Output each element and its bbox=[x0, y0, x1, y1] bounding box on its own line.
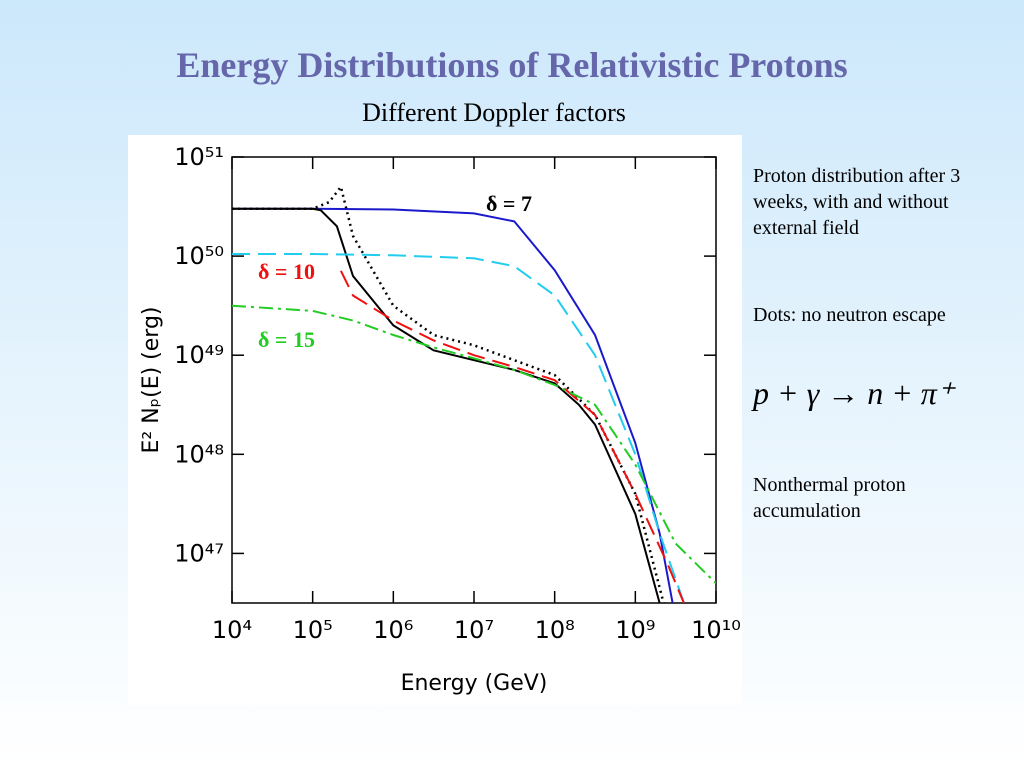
x-tick-label: 10⁵ bbox=[293, 616, 333, 644]
note: Proton distribution after 3 weeks, with … bbox=[753, 165, 961, 239]
series-line bbox=[232, 207, 674, 603]
x-tick-label: 10⁷ bbox=[454, 616, 494, 644]
series-line bbox=[232, 207, 661, 603]
y-tick-label: 10⁴⁹ bbox=[174, 341, 224, 369]
slide-subtitle: Different Doppler factors bbox=[362, 98, 626, 127]
y-axis-label: E² Nₚ(E) (erg) bbox=[139, 307, 164, 454]
series-line bbox=[232, 253, 685, 603]
series-label: δ = 7 bbox=[486, 191, 532, 216]
x-tick-label: 10¹⁰ bbox=[691, 616, 741, 644]
series-line bbox=[340, 270, 685, 603]
equation: p + γ → n + π⁺ bbox=[753, 375, 954, 411]
note: Dots: no neutron escape bbox=[753, 304, 946, 326]
note: Nonthermal proton accumulation bbox=[753, 474, 906, 522]
y-tick-label: 10⁴⁸ bbox=[174, 440, 224, 468]
y-tick-label: 10⁴⁷ bbox=[174, 539, 224, 567]
x-tick-label: 10⁴ bbox=[212, 616, 252, 644]
y-tick-label: 10⁵¹ bbox=[174, 143, 224, 171]
series-label: δ = 15 bbox=[258, 327, 315, 352]
x-tick-label: 10⁹ bbox=[615, 616, 655, 644]
series-label: δ = 10 bbox=[258, 259, 315, 284]
series-line bbox=[232, 183, 665, 603]
x-tick-label: 10⁸ bbox=[535, 616, 575, 644]
slide-title: Energy Distributions of Relativistic Pro… bbox=[176, 45, 848, 85]
plot-frame bbox=[231, 156, 717, 604]
chart-panel bbox=[128, 135, 742, 705]
x-axis-label: Energy (GeV) bbox=[401, 671, 548, 696]
x-tick-label: 10⁶ bbox=[373, 616, 413, 644]
series-line bbox=[232, 304, 716, 585]
y-tick-label: 10⁵⁰ bbox=[174, 242, 224, 270]
